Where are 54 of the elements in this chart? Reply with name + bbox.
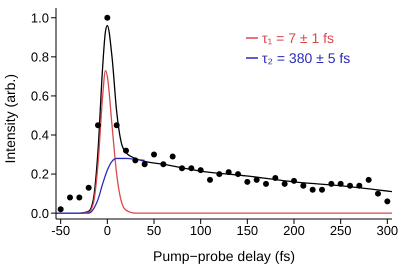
point [132, 157, 138, 164]
point [114, 122, 120, 128]
point [235, 171, 241, 178]
y-tick-label: 1.0 [30, 10, 49, 26]
point [207, 176, 213, 183]
y-tick-label: 0.8 [30, 49, 49, 64]
point [291, 178, 297, 184]
point [58, 206, 64, 212]
point [123, 148, 129, 154]
point [263, 180, 269, 187]
x-axis-title: Pump−probe delay (fs) [152, 248, 296, 264]
y-tick-label: 0.2 [30, 166, 49, 182]
point [272, 174, 278, 181]
point [104, 14, 110, 21]
point [188, 165, 194, 172]
line-series [56, 158, 146, 214]
point [384, 198, 390, 204]
x-tick-label: -50 [51, 223, 70, 238]
point [67, 194, 73, 201]
x-tick-label: 150 [236, 223, 258, 238]
y-tick-label: 0.4 [30, 128, 49, 143]
point [160, 161, 166, 168]
point [328, 180, 334, 187]
x-tick-label: 300 [376, 223, 398, 238]
point [198, 167, 204, 174]
legend-label: τ₁ = 7 ± 1 fs [262, 29, 334, 48]
point [226, 169, 232, 176]
y-tick-label: 0.0 [30, 206, 49, 221]
point [366, 176, 372, 183]
point [356, 182, 362, 189]
y-tick-label: 0.6 [30, 88, 49, 104]
point [375, 190, 381, 197]
x-tick-label: 0 [104, 223, 111, 238]
point [338, 180, 344, 187]
x-tick-label: 100 [190, 223, 212, 238]
x-tick-label: 200 [283, 223, 305, 238]
point [347, 182, 353, 189]
point [310, 186, 316, 193]
point [300, 182, 306, 189]
point [151, 152, 157, 158]
point [86, 184, 92, 191]
point [179, 165, 185, 172]
x-tick-label: 50 [146, 223, 162, 238]
point [95, 122, 101, 128]
point [142, 161, 148, 168]
point [244, 178, 250, 185]
y-axis-title: Intensity (arb.) [2, 74, 18, 164]
point [319, 186, 325, 193]
point [216, 171, 222, 178]
point [170, 153, 176, 160]
x-tick-label: 250 [330, 223, 352, 238]
point [282, 180, 288, 187]
point [76, 194, 82, 201]
legend-label: τ₂ = 380 ± 5 fs [262, 49, 350, 68]
